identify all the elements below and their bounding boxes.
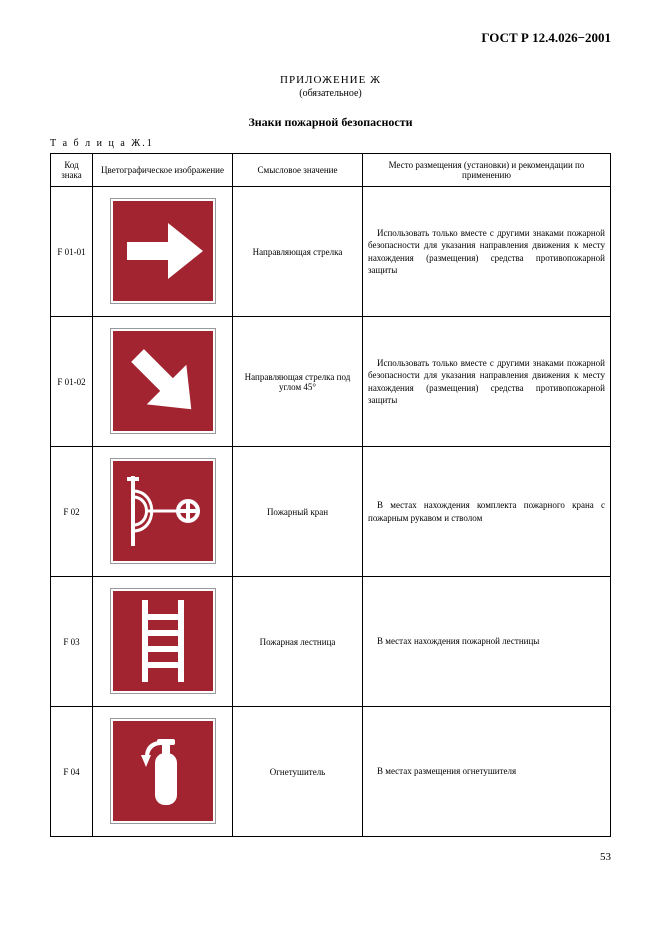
sign-image-cell (93, 187, 233, 317)
column-header-placement: Место размещения (установки) и рекоменда… (363, 154, 611, 187)
sign-image-cell (93, 317, 233, 447)
column-header-meaning: Смысловое значение (233, 154, 363, 187)
appendix-title: ПРИЛОЖЕНИЕ Ж (50, 74, 611, 86)
sign-placement: Использовать только вместе с другими зна… (363, 187, 611, 317)
table-row: F 02 Пожарный кран В местах нахождения к… (51, 447, 611, 577)
ladder-icon (111, 589, 215, 693)
sign-meaning: Направляющая стрелка под углом 45° (233, 317, 363, 447)
sign-placement: В местах нахождения пожарной лестницы (363, 577, 611, 707)
sign-image-cell (93, 707, 233, 837)
sign-code: F 02 (51, 447, 93, 577)
table-row: F 04 Огнетушитель В местах размещения ог… (51, 707, 611, 837)
sign-meaning: Пожарный кран (233, 447, 363, 577)
sign-meaning: Направляющая стрелка (233, 187, 363, 317)
sign-code: F 01-01 (51, 187, 93, 317)
sign-placement: В местах размещения огнетушителя (363, 707, 611, 837)
sign-code: F 04 (51, 707, 93, 837)
appendix-subtitle: (обязательное) (50, 88, 611, 99)
sign-code: F 03 (51, 577, 93, 707)
column-header-code: Код знака (51, 154, 93, 187)
table-row: F 01-01 Направляющая стрелка Использоват… (51, 187, 611, 317)
fire-hose-icon (111, 459, 215, 563)
extinguisher-icon (111, 719, 215, 823)
sign-meaning: Пожарная лестница (233, 577, 363, 707)
sign-image-cell (93, 577, 233, 707)
document-id: ГОСТ Р 12.4.026−2001 (50, 30, 611, 46)
sign-placement: В местах нахождения комплекта пожарного … (363, 447, 611, 577)
table-label: Т а б л и ц а Ж.1 (50, 138, 611, 149)
table-row: F 01-02 Направляющая стрелка под углом 4… (51, 317, 611, 447)
sign-code: F 01-02 (51, 317, 93, 447)
signs-table: Код знака Цветографическое изображение С… (50, 153, 611, 837)
table-row: F 03 Пожарная лестница В местах нахожден… (51, 577, 611, 707)
sign-image-cell (93, 447, 233, 577)
column-header-image: Цветографическое изображение (93, 154, 233, 187)
sign-meaning: Огнетушитель (233, 707, 363, 837)
arrow-diag-icon (111, 329, 215, 433)
section-title: Знаки пожарной безопасности (50, 115, 611, 130)
arrow-right-icon (111, 199, 215, 303)
page-number: 53 (50, 851, 611, 863)
sign-placement: Использовать только вместе с другими зна… (363, 317, 611, 447)
